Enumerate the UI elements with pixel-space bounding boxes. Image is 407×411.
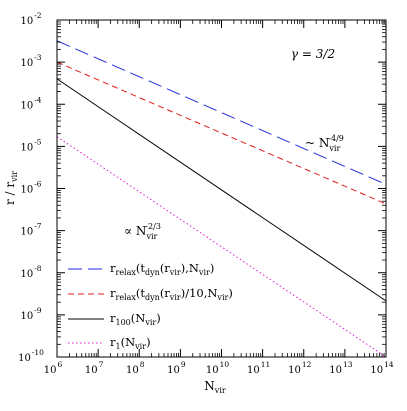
y-tick-label: 10-3 bbox=[20, 53, 41, 69]
legend-label-relax: rrelax(tdyn(rvir),Nvir) bbox=[110, 261, 214, 277]
x-tick-label: 1012 bbox=[288, 360, 312, 376]
y-tick-label: 10-10 bbox=[18, 348, 44, 364]
x-tick-label: 108 bbox=[126, 360, 145, 376]
x-axis-label: Nvir bbox=[204, 379, 226, 395]
series-line-r100 bbox=[56, 78, 387, 302]
y-tick-label: 10-2 bbox=[20, 11, 41, 27]
x-tick-label: 1010 bbox=[206, 360, 230, 376]
x-tick-label: 1011 bbox=[247, 360, 270, 376]
y-tick-label: 10-9 bbox=[20, 306, 41, 322]
legend-label-r1: r1(Nvir) bbox=[110, 335, 151, 351]
legend-label-relax10: rrelax(tdyn(rvir)/10,Nvir) bbox=[110, 286, 233, 302]
y-tick-label: 10-8 bbox=[20, 264, 41, 280]
legend-label-r100: r100(Nvir) bbox=[110, 311, 161, 327]
x-tick-label: 106 bbox=[44, 360, 63, 376]
x-tick-label: 1013 bbox=[329, 360, 353, 376]
y-tick-label: 10-5 bbox=[20, 137, 41, 153]
series-layer bbox=[56, 40, 387, 358]
y-tick-label: 10-7 bbox=[20, 222, 41, 238]
slope-annotation-upper: ~ Nvir-4/9 bbox=[305, 134, 344, 153]
ticks-layer bbox=[56, 19, 387, 358]
x-tick-label: 107 bbox=[85, 360, 104, 376]
gamma-annotation: γ = 3/2 bbox=[291, 47, 335, 61]
y-tick-label: 10-6 bbox=[20, 180, 41, 196]
slope-annotation-lower: ∝ Nvir-2/3 bbox=[124, 222, 161, 241]
x-tick-label: 109 bbox=[167, 360, 186, 376]
labels-layer: 106 107 108 109 1010 1011 1012 1013 1014 10-2 10-3… bbox=[18, 11, 394, 376]
x-tick-label: 1014 bbox=[370, 360, 394, 376]
y-axis-label: r / rvir bbox=[3, 171, 19, 205]
y-tick-label: 10-4 bbox=[20, 95, 41, 111]
legend: rrelax(tdyn(rvir),Nvir) rrelax(tdyn(rvir)… bbox=[68, 261, 233, 351]
